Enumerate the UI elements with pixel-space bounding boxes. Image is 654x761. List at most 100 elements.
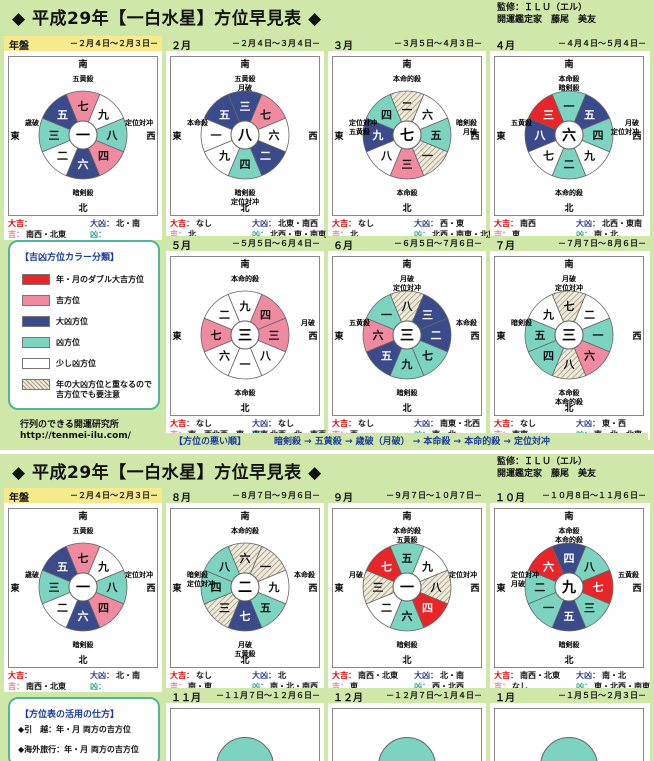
sector-star-number: 六 [78, 157, 89, 171]
period-label: 年盤 [9, 41, 29, 52]
daikyo-key: 大凶： [576, 219, 600, 228]
kichi-value: 東 [350, 682, 358, 691]
sector-star-number: 八 [380, 150, 393, 163]
compass-west-label: 西 [308, 331, 317, 342]
color-legend: 【吉凶方位カラー分類】 年・月のダブル大吉方位 吉方位 大凶方位 凶方位 少し凶方位 年の… [8, 240, 160, 410]
compass-west-label: 西 [632, 583, 641, 594]
direction-annotation: 本命的殺 [554, 188, 584, 197]
bad-order-title: 【方位の悪い順】 [174, 437, 247, 447]
sector-star-number: 一 [593, 329, 604, 342]
compass-east-label: 東 [10, 582, 19, 594]
kyo-key: 凶： [576, 682, 592, 691]
center-star-number: 一 [76, 580, 90, 596]
sector-star-number: 六 [584, 349, 595, 363]
direction-annotation: 五黄殺 [73, 526, 95, 535]
sector-star-number: 三 [543, 108, 554, 121]
compass-west-label: 西 [470, 583, 479, 594]
compass-west-label: 西 [470, 331, 479, 342]
cell-header: ７月 －７月７日～８月６日－ [490, 236, 650, 252]
luck-summary: 大吉： 大凶： 北・南 吉： 南西・北東 凶： [4, 218, 162, 240]
daikyo-value: 北・南 [440, 671, 464, 680]
daikichi-value: なし [196, 419, 212, 428]
center-star-number: 三 [400, 328, 414, 344]
sector-star-number: 六 [269, 128, 280, 142]
period-label: ２月 [171, 41, 191, 52]
center-circle [230, 320, 260, 350]
sector-star-number: 四 [564, 552, 575, 565]
direction-annotation: 本命殺 [558, 388, 581, 397]
direction-annotation: 月破 [348, 570, 363, 579]
kyo-entry: 凶： [90, 229, 108, 240]
direction-annotation: 定位対冲 [393, 283, 421, 292]
legend-swatch [22, 379, 50, 390]
compass-south-label: 南 [78, 58, 87, 70]
daikyo-key: 大凶： [252, 419, 276, 428]
center-circle [554, 572, 584, 602]
month-chart-cell: ２月 －２月４日～３月４日－ 四九一五三七六二八 南北 東 西 五黄殺 月破 暗剣殺 定位対冲 本命… [166, 36, 326, 240]
compass-north-label: 北 [240, 202, 249, 214]
sector-star-number: 九 [239, 299, 251, 313]
month-chart-cell: ８月 －８月７日～９月６日－ 七三四八六一九五二 南北 東 西 本命的殺 月破 五黄殺 暗剣殺 定位… [166, 488, 324, 692]
direction-annotation: 定位対冲 [449, 570, 477, 579]
daikichi-key: 大吉： [8, 219, 32, 228]
sector-star-number: 七 [543, 149, 554, 163]
compass-west-label: 西 [308, 583, 317, 594]
sector-star-number: 三 [402, 158, 413, 171]
cell-header: １１月 －１１月７日～１２月６日－ [166, 688, 324, 704]
daikichi-entry: 大吉： 南西・北東 [332, 670, 398, 681]
daikyo-entry: 大凶：北 [252, 670, 286, 681]
direction-annotation: 定位対冲 [349, 118, 377, 127]
kyo-key: 凶： [90, 230, 106, 239]
direction-annotation: 暗剣殺 [511, 318, 533, 327]
wheel-frame: 一六七二九四三八三 南北 東 西 本命的殺 本命殺 月破 [170, 256, 320, 416]
direction-annotation: 本命殺 [234, 388, 257, 397]
legend-swatch [22, 274, 50, 285]
sector-star-number: 一 [381, 308, 392, 321]
direction-annotation: 月破 [462, 127, 477, 136]
legend-label: 年・月のダブル大吉方位 [56, 275, 144, 284]
direction-annotation: 本命的殺 [392, 526, 422, 535]
daikichi-value: なし [520, 419, 536, 428]
direction-annotation: 月破 [300, 318, 315, 327]
center-star-number: 九 [561, 580, 576, 596]
credit-url-link[interactable]: http://tenmei-ilu.com/ [20, 431, 131, 441]
supervisor-line2: 開運鑑定家 藤尾 美友 [497, 469, 597, 479]
sheet2-supervisor: 監修：ＩＬＵ（エル） 開運鑑定家 藤尾 美友 [497, 456, 596, 480]
sector-star-number: 九 [97, 107, 109, 121]
direction-annotation: 定位対冲 [231, 197, 259, 206]
daikichi-entry: 大吉： なし [332, 218, 374, 229]
month-chart-cell: 年盤 －２月４日～２月３日－ 六二三五七九八四一 南北 東 西 五黄殺 暗剣殺 歳破 定位対冲 大吉… [4, 488, 162, 692]
sector-star-number: 六 [373, 328, 384, 342]
kichi-entry: 吉： 南・東 [170, 681, 212, 692]
daikyo-entry: 大凶： 東・西 [576, 418, 626, 429]
kichi-entry: 吉： なし [494, 681, 528, 692]
month-chart-cell: ５月 －５月５日～６月４日－一六七二九四三八三南北東西本命的殺 本命殺 月破 大吉： なし… [166, 236, 326, 440]
direction-annotation: 暗剣殺 [397, 388, 419, 397]
period-label: ９月 [333, 493, 353, 504]
direction-annotation: 月破 [561, 274, 576, 283]
compass-south-label: 南 [402, 510, 411, 522]
sector-star-number: 五 [584, 108, 595, 121]
period-label: ３月 [333, 41, 353, 52]
compass-south-label: 南 [402, 258, 411, 270]
wheel-frame: 三八九四二六五一七 南北 東 西 本命的殺 本命殺 定位対冲 五黄殺 暗剣殺 月破 [332, 56, 482, 216]
sector-star-number: 四 [381, 108, 392, 121]
period-label: ４月 [495, 41, 515, 52]
legend-label: 大凶方位 [56, 317, 88, 326]
period-range: －１月５日～２月３日－ [558, 691, 646, 700]
center-circle [392, 120, 422, 150]
sector-star-number: 八 [401, 300, 414, 313]
period-label: １２月 [333, 693, 363, 704]
luck-summary: 大吉： 南西・北東 大凶： 北・南 吉：東 凶： 西・北西 [328, 670, 486, 692]
period-label: ６月 [333, 241, 353, 252]
kyo-entry: 凶：南・北 [576, 229, 618, 240]
month-chart-cell: 年盤 －２月４日～２月３日－ 六二三五七九八四一 南北 東 西 五黄殺 暗剣殺 歳破 定位対冲 大吉… [4, 36, 162, 240]
direction-annotation: 本命殺 [558, 526, 581, 535]
direction-wheel [378, 737, 436, 761]
direction-annotation: 暗剣殺 [559, 640, 581, 649]
sector-star-number: 五 [57, 108, 68, 121]
sector-star-number: 三 [240, 100, 251, 113]
